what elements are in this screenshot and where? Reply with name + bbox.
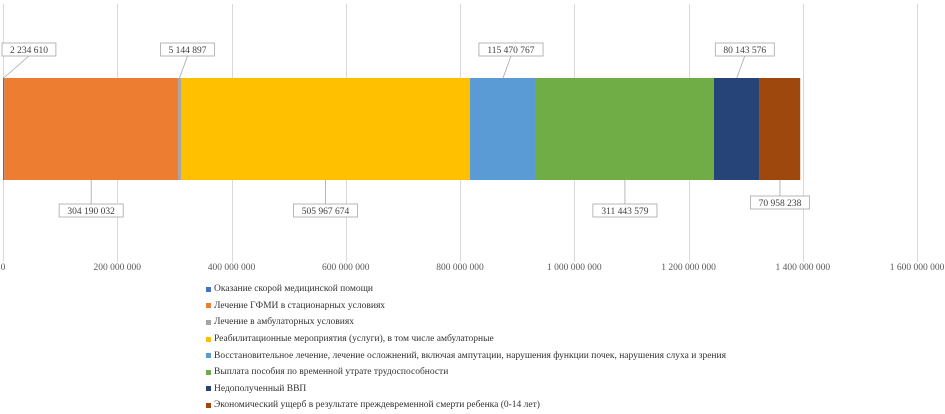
bar-segment: [178, 78, 181, 180]
data-label-box: [478, 42, 544, 57]
bar-segment: [470, 78, 536, 180]
legend-item: Экономический ущерб в результате преждев…: [206, 397, 936, 414]
legend-label: Экономический ущерб в результате преждев…: [214, 400, 540, 411]
data-label-leader: [502, 55, 512, 79]
legend-swatch: [206, 353, 211, 359]
bar-segment: [759, 78, 801, 180]
stacked-bar-chart: 2 234 610 304 190 032 5 144 897 505 967 674…: [1, 4, 945, 273]
data-label: 80 143 576: [723, 46, 766, 56]
x-axis-tick-labels: 0 200 000 000 400 000 000 600 000 000 800 00…: [1, 263, 945, 273]
legend-label: Лечение в амбулаторных условиях: [214, 317, 354, 328]
data-label: 5 144 897: [169, 46, 207, 56]
legend-swatch: [206, 402, 211, 408]
x-tick-label: 0: [1, 263, 6, 273]
data-label-leader: [179, 55, 188, 79]
legend: Оказание скорой медицинской помощи Лечени…: [206, 281, 936, 414]
legend-label: Реабилитационные мероприятия (услуги), в…: [214, 334, 494, 345]
data-label: 505 967 674: [302, 207, 350, 217]
data-label-box: [1, 42, 57, 57]
legend-item: Лечение в амбулаторных условиях: [206, 314, 936, 331]
data-label: 115 470 767: [487, 46, 534, 56]
legend-label: Восстановительное лечение, лечение ослож…: [214, 350, 726, 361]
x-tick-label: 800 000 000: [436, 263, 484, 273]
legend-label: Недополученный ВВП: [214, 383, 307, 394]
x-tick-label: 400 000 000: [208, 263, 256, 273]
data-label: 70 958 238: [759, 199, 802, 209]
legend-item: Восстановительное лечение, лечение ослож…: [206, 347, 936, 364]
data-label: 2 234 610: [10, 46, 48, 56]
legend-swatch: [206, 303, 211, 309]
legend-swatch: [206, 336, 211, 342]
legend-item: Выплата пособия по временной утрате труд…: [206, 364, 936, 381]
data-label-leader: [736, 55, 746, 79]
data-label-box: [160, 42, 215, 57]
x-tick-label: 200 000 000: [94, 263, 142, 273]
data-label-leader: [3, 55, 30, 79]
legend-item: Лечение ГФМИ в стационарных условиях: [206, 298, 936, 315]
data-label: 311 443 579: [601, 207, 648, 217]
legend-item: Недополученный ВВП: [206, 381, 936, 398]
legend-label: Оказание скорой медицинской помощи: [214, 284, 373, 295]
legend-swatch: [206, 319, 211, 325]
data-label-box: [750, 195, 810, 210]
bar-segment: [3, 78, 5, 180]
bar-segment: [4, 78, 179, 180]
x-tick-label: 1 400 000 000: [775, 263, 830, 273]
legend-item: Оказание скорой медицинской помощи: [206, 281, 936, 298]
legend-swatch: [206, 369, 211, 375]
x-tick-label: 600 000 000: [322, 263, 370, 273]
legend-swatch: [206, 386, 211, 392]
legend-swatch: [206, 286, 211, 292]
bar-segment: [713, 78, 760, 180]
data-label-box: [293, 203, 358, 218]
x-tick-label: 1 000 000 000: [547, 263, 602, 273]
legend-item: Реабилитационные мероприятия (услуги), в…: [206, 331, 936, 348]
x-tick-label: 1 600 000 000: [890, 263, 945, 273]
x-tick-label: 1 200 000 000: [661, 263, 716, 273]
bar-segment: [180, 78, 471, 180]
data-label-box: [592, 203, 658, 218]
data-label-box: [714, 42, 775, 57]
legend-label: Выплата пособия по временной утрате труд…: [214, 367, 449, 378]
data-labels: 2 234 610 304 190 032 5 144 897 505 967 674…: [1, 42, 810, 218]
bar-segments: [3, 78, 801, 180]
data-label: 304 190 032: [67, 207, 115, 217]
bar-segment: [535, 78, 714, 180]
data-label-box: [58, 203, 124, 218]
legend-label: Лечение ГФМИ в стационарных условиях: [214, 300, 386, 311]
